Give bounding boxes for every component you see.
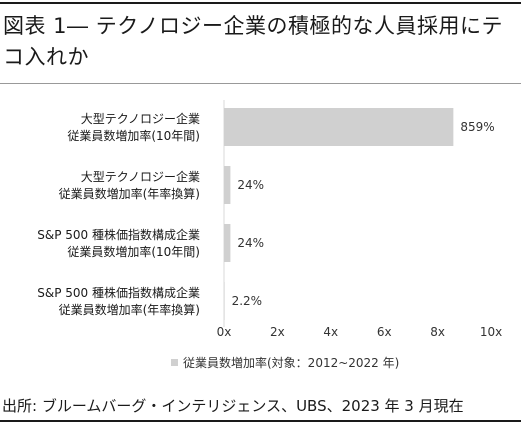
category-label-1-line-1: 大型テクノロジー企業: [81, 111, 200, 126]
category-label-1-line-2: 従業員数増加率(10年間): [67, 128, 200, 143]
chart-title: 図表 1― テクノロジー企業の積極的な人員採用にテコ入れか: [3, 14, 503, 69]
legend-swatch: [171, 359, 178, 366]
bar-2: [224, 166, 231, 204]
x-tick-label-5: 8x: [430, 325, 445, 339]
data-label-3: 24%: [237, 236, 264, 250]
bottom-rule: [0, 420, 521, 422]
source-note: 出所: ブルームバーグ・インテリジェンス、UBS、2023 年 3 月現在: [2, 397, 464, 415]
data-label-2: 24%: [237, 178, 264, 192]
category-label-3-line-1: S&P 500 種株価指数構成企業: [37, 227, 200, 242]
bar-4: [224, 282, 225, 320]
x-tick-label-1: 0x: [217, 325, 232, 339]
bar-3: [224, 224, 231, 262]
category-label-4-line-1: S&P 500 種株価指数構成企業: [37, 285, 200, 300]
title-divider: [0, 83, 521, 84]
x-tick-label-6: 10x: [480, 325, 502, 339]
category-label-2-line-2: 従業員数増加率(年率換算): [59, 186, 200, 201]
category-label-2-line-1: 大型テクノロジー企業: [81, 169, 200, 184]
category-label-3-line-2: 従業員数増加率(10年間): [67, 244, 200, 259]
bar-chart: 859%大型テクノロジー企業従業員数増加率(10年間)24%大型テクノロジー企業…: [37, 100, 502, 370]
x-tick-label-2: 2x: [270, 325, 285, 339]
x-tick-label-4: 6x: [377, 325, 392, 339]
data-label-4: 2.2%: [232, 294, 263, 308]
legend-label: 従業員数増加率(対象：2012~2022 年): [183, 355, 399, 370]
category-label-4-line-2: 従業員数増加率(年率換算): [59, 302, 200, 317]
top-rule: [0, 2, 521, 4]
x-tick-label-3: 4x: [323, 325, 338, 339]
data-label-1: 859%: [460, 120, 494, 134]
bar-1: [224, 108, 454, 146]
